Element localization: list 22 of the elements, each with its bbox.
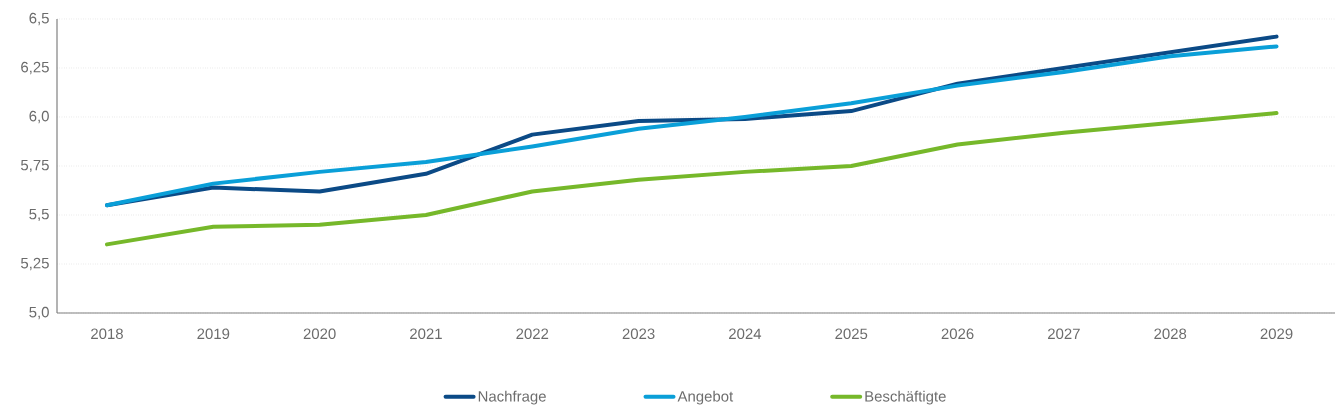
x-tick-label: 2027: [1048, 328, 1080, 340]
legend-label: Angebot: [677, 390, 734, 405]
x-tick-label: 2018: [91, 328, 123, 340]
y-tick-label: 5,25: [20, 257, 49, 271]
x-tick-label: 2024: [729, 328, 762, 340]
x-tick-label: 2028: [1154, 328, 1187, 340]
y-tick-label: 5,0: [29, 306, 49, 320]
y-tick-label: 5,5: [29, 208, 49, 222]
x-tick-label: 2021: [410, 328, 442, 340]
x-tick-label: 2029: [1260, 328, 1293, 340]
x-tick-label: 2026: [941, 328, 974, 340]
x-tick-label: 2022: [516, 328, 549, 340]
x-tick-label: 2019: [197, 328, 230, 340]
y-tick-label: 5,75: [20, 159, 49, 173]
y-tick-label: 6,25: [21, 61, 49, 75]
x-tick-label: 2025: [835, 328, 868, 340]
y-tick-label: 6,0: [29, 110, 49, 124]
x-tick-label: 2020: [303, 328, 336, 340]
legend-label: Nachfrage: [478, 390, 546, 405]
legend-label: Beschäftigte: [865, 390, 946, 405]
x-tick-label: 2023: [622, 328, 655, 340]
y-tick-label: 6,5: [29, 12, 49, 26]
